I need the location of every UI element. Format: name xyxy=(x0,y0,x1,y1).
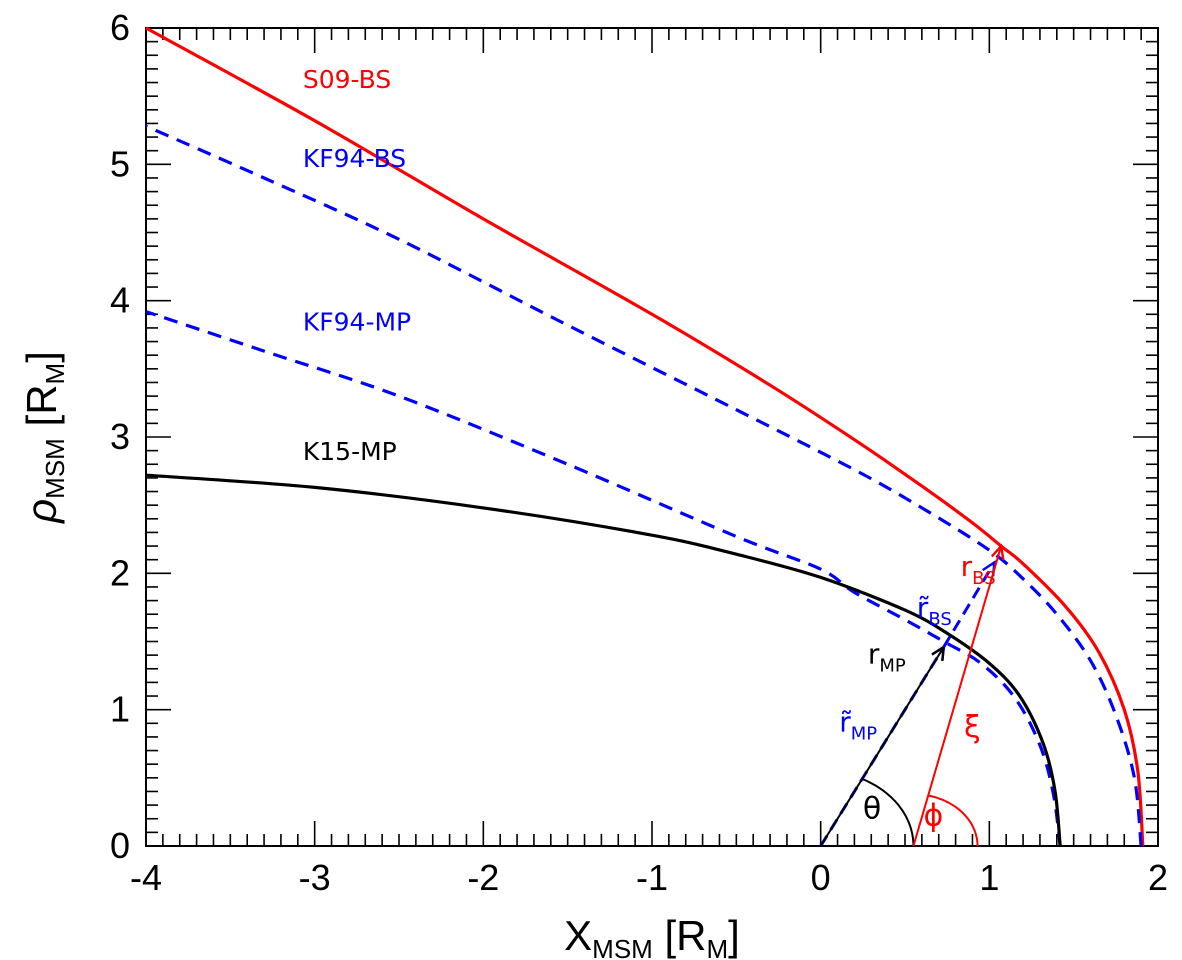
y-tick-label: 6 xyxy=(110,7,130,48)
y-tick-label: 3 xyxy=(110,416,130,457)
s09-bs-label: S09-BS xyxy=(303,65,391,94)
r-mp-label: rMP xyxy=(868,637,906,676)
x-tick-label: 0 xyxy=(811,857,831,898)
y-tick-label: 4 xyxy=(110,280,130,321)
r-MP-arrowhead xyxy=(931,644,946,662)
xi-label: ξ xyxy=(964,710,981,745)
x-tick-label: -3 xyxy=(299,857,331,898)
x-tick-label: 1 xyxy=(979,857,999,898)
tick-marks xyxy=(145,27,1159,847)
plot-frame xyxy=(145,27,1159,847)
r-MP-vector xyxy=(819,646,945,847)
theta-arc xyxy=(861,778,915,846)
y-tick-label: 0 xyxy=(110,825,130,866)
angle-arcs xyxy=(861,778,979,846)
r-bs-label: rBS xyxy=(961,550,996,589)
r-tilde-bs-label: r̃BS xyxy=(917,591,952,630)
y-axis-title: ρMSM [RM] xyxy=(18,351,70,525)
k15-mp-label: K15-MP xyxy=(303,437,397,466)
r-BS-vector xyxy=(912,545,1003,847)
theta-label: θ xyxy=(863,792,881,827)
kf94-mp-label: KF94-MP xyxy=(303,308,411,337)
y-axis-title-group: ρMSM [RM] xyxy=(18,351,70,525)
r-BS-arrowhead xyxy=(990,543,1005,561)
x-axis-title: XMSM [RM] xyxy=(564,912,740,960)
phi-label: ϕ xyxy=(924,799,944,834)
tick-labels: -4 -3 -2 -1 0 1 2 0 1 2 3 4 5 6 xyxy=(110,7,1168,898)
phi-arc xyxy=(928,794,979,846)
r-tilde-mp-label: r̃MP xyxy=(839,705,877,744)
x-tick-label: -2 xyxy=(467,857,499,898)
labels: S09-BS KF94-BS KF94-MP K15-MP rBS r̃BS rMP r̃MP… xyxy=(303,65,996,834)
y-tick-label: 2 xyxy=(110,552,130,593)
kf94-bs-curve xyxy=(145,124,1143,847)
kf94-bs-label: KF94-BS xyxy=(303,144,406,173)
vectors xyxy=(819,543,1005,847)
kf94-mp-curve xyxy=(145,310,1062,847)
x-tick-label: 2 xyxy=(1148,857,1168,898)
curves xyxy=(145,26,1145,847)
k15-mp-curve xyxy=(145,473,1062,847)
x-tick-label: -4 xyxy=(130,857,162,898)
r-tilde-BS-vector xyxy=(942,561,996,648)
y-tick-label: 5 xyxy=(110,143,130,184)
y-tick-label: 1 xyxy=(110,689,130,730)
x-tick-label: -1 xyxy=(636,857,668,898)
s09-bs-curve xyxy=(145,26,1145,847)
